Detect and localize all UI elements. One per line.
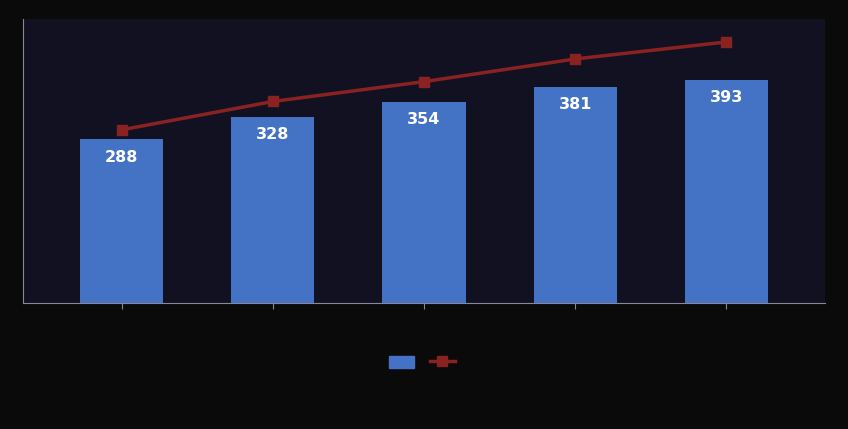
Bar	[684, 80, 767, 303]
Bar	[232, 117, 315, 303]
Bar	[81, 139, 164, 303]
Text: 328: 328	[256, 127, 289, 142]
Text: 381: 381	[559, 97, 592, 112]
Text: 354: 354	[407, 112, 441, 127]
Text: 288: 288	[105, 150, 138, 165]
Legend: , : ,	[384, 350, 464, 375]
Text: 393: 393	[710, 90, 743, 105]
Bar	[533, 87, 616, 303]
Bar	[382, 102, 466, 303]
